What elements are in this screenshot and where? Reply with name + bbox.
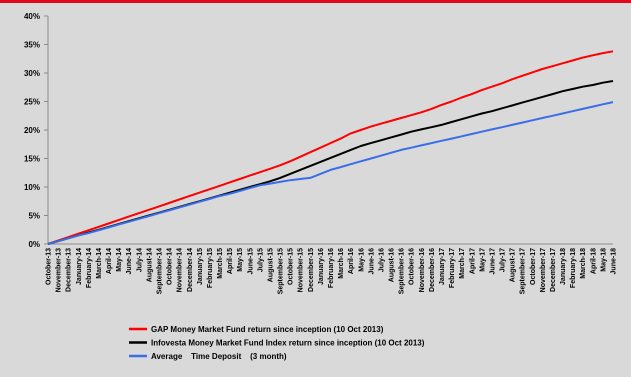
x-tick-label: October-15 — [288, 248, 295, 285]
x-tick-label: May-15 — [237, 248, 244, 272]
x-tick-label: August-14 — [146, 248, 153, 282]
x-tick-label: April-18 — [590, 248, 597, 274]
legend-label-2: Infovesta Money Market Fund Index return… — [151, 339, 425, 348]
x-tick-label: December-16 — [429, 248, 436, 292]
x-tick-label: April-17 — [469, 248, 476, 274]
x-tick-label: June-15 — [247, 248, 254, 275]
top-accent-bar — [0, 0, 631, 3]
x-tick-label: February-15 — [207, 248, 214, 288]
x-tick-label: March-16 — [338, 248, 345, 279]
x-tick-label: December-15 — [308, 248, 315, 292]
x-tick-label: August-17 — [510, 248, 517, 282]
x-tick-label: November-15 — [298, 248, 305, 292]
x-tick-label: September-17 — [520, 248, 527, 294]
x-tick-label: March-14 — [96, 248, 103, 279]
x-tick-label: May-16 — [358, 248, 365, 272]
x-tick-label: April-14 — [106, 248, 113, 274]
x-tick-label: September-16 — [399, 248, 406, 294]
x-tick-label: July-16 — [378, 248, 385, 272]
x-tick-label: May-18 — [600, 248, 607, 272]
y-tick-label: 20% — [24, 126, 40, 135]
x-tick-label: December-13 — [66, 248, 73, 292]
x-tick-label: June-16 — [368, 248, 375, 275]
x-tick-label: March-15 — [217, 248, 224, 279]
x-tick-label: November-14 — [177, 248, 184, 292]
x-tick-label: November-13 — [56, 248, 63, 292]
x-tick-label: April-16 — [348, 248, 355, 274]
y-tick-label: 0% — [28, 240, 40, 249]
x-tick-label: January-17 — [439, 248, 446, 285]
x-tick-label: February-17 — [449, 248, 456, 288]
y-axis: 0% 5% 10% 15% 20% 25% 30% 35% 40% — [24, 12, 49, 249]
series-line-1 — [47, 50, 614, 245]
y-tick-label: 5% — [28, 212, 40, 221]
x-tick-label: January-16 — [318, 248, 325, 285]
x-tick-label: October-17 — [530, 248, 537, 285]
x-tick-label: October-16 — [409, 248, 416, 285]
x-tick-label: July-17 — [500, 248, 507, 272]
x-tick-label: July-15 — [257, 248, 264, 272]
x-tick-label: August-16 — [389, 248, 396, 282]
x-tick-label: November-16 — [419, 248, 426, 292]
x-tick-label: December-17 — [550, 248, 557, 292]
series-line-2 — [47, 80, 614, 245]
x-tick-label: January-14 — [76, 248, 83, 285]
x-tick-label: September-14 — [156, 248, 163, 294]
x-axis: October-13 November-13 December-13 January-… — [46, 243, 618, 294]
x-tick-label: November-17 — [540, 248, 547, 292]
x-tick-label: January-18 — [560, 248, 567, 285]
y-tick-label: 10% — [24, 183, 40, 192]
x-tick-label: March-17 — [459, 248, 466, 279]
x-tick-label: January-15 — [197, 248, 204, 285]
x-tick-label: June-14 — [126, 248, 133, 275]
y-tick-label: 15% — [24, 155, 40, 164]
x-tick-label: July-14 — [136, 248, 143, 272]
y-tick-label: 40% — [24, 12, 40, 21]
legend-label-1: GAP Money Market Fund return since incep… — [151, 325, 384, 334]
x-tick-label: June-17 — [489, 248, 496, 275]
x-tick-label: March-18 — [580, 248, 587, 279]
x-tick-label: December-14 — [187, 248, 194, 292]
legend: GAP Money Market Fund return since incep… — [129, 325, 425, 361]
series-line-3 — [47, 101, 614, 245]
x-tick-label: May-17 — [479, 248, 486, 272]
y-tick-label: 25% — [24, 98, 40, 107]
y-tick-label: 30% — [24, 69, 40, 78]
x-tick-label: May-14 — [116, 248, 123, 272]
legend-label-3: Average Time Deposit (3 month) — [151, 352, 287, 361]
x-tick-label: February-14 — [86, 248, 93, 288]
series-layer — [47, 50, 614, 245]
x-tick-label: October-14 — [167, 248, 174, 285]
x-tick-label: June-18 — [611, 248, 618, 275]
x-tick-label: February-16 — [328, 248, 335, 288]
x-tick-label: February-18 — [570, 248, 577, 288]
x-tick-label: April-15 — [227, 248, 234, 274]
x-tick-label: October-13 — [46, 248, 53, 285]
x-tick-label: September-15 — [278, 248, 285, 294]
x-tick-label: August-15 — [267, 248, 274, 282]
y-tick-label: 35% — [24, 41, 40, 50]
